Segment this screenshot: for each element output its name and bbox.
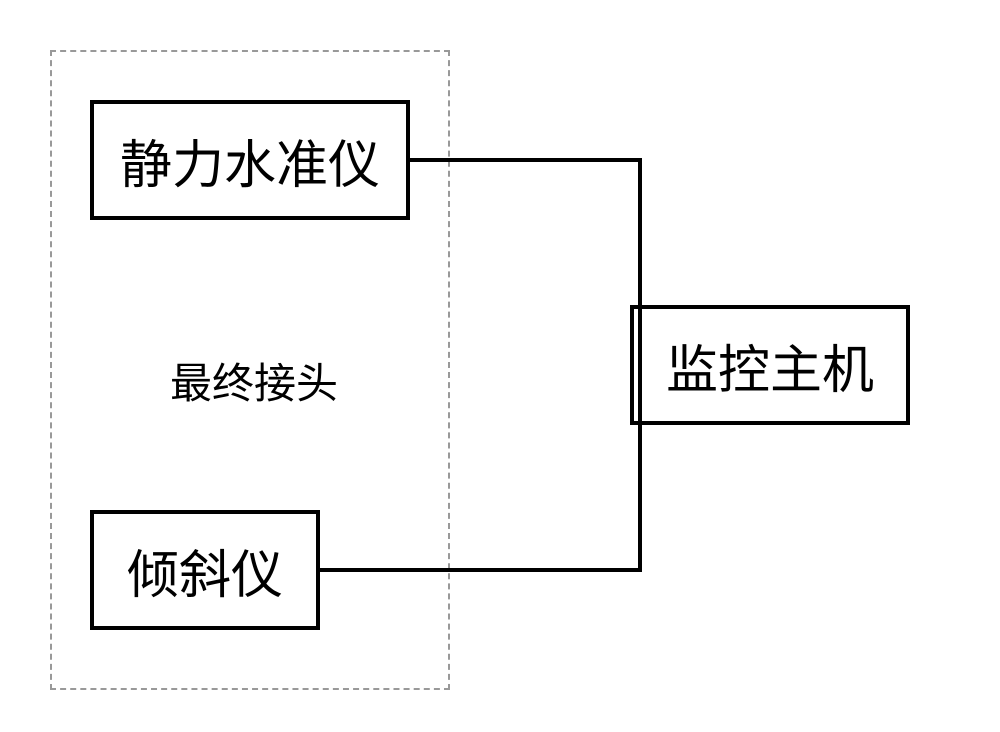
inclinometer-node: 倾斜仪 [90, 510, 320, 630]
final-joint-label: 最终接头 [170, 350, 338, 411]
inclinometer-label: 倾斜仪 [127, 533, 283, 608]
edge-level-horizontal [410, 158, 642, 162]
static-level-node: 静力水准仪 [90, 100, 410, 220]
monitoring-host-label: 监控主机 [666, 328, 874, 403]
edge-inclinometer-horizontal [320, 568, 642, 572]
diagram-container: 最终接头 静力水准仪 倾斜仪 监控主机 [50, 50, 950, 690]
monitoring-host-node: 监控主机 [630, 305, 910, 425]
edge-vertical-junction [638, 158, 642, 572]
static-level-label: 静力水准仪 [120, 123, 380, 198]
